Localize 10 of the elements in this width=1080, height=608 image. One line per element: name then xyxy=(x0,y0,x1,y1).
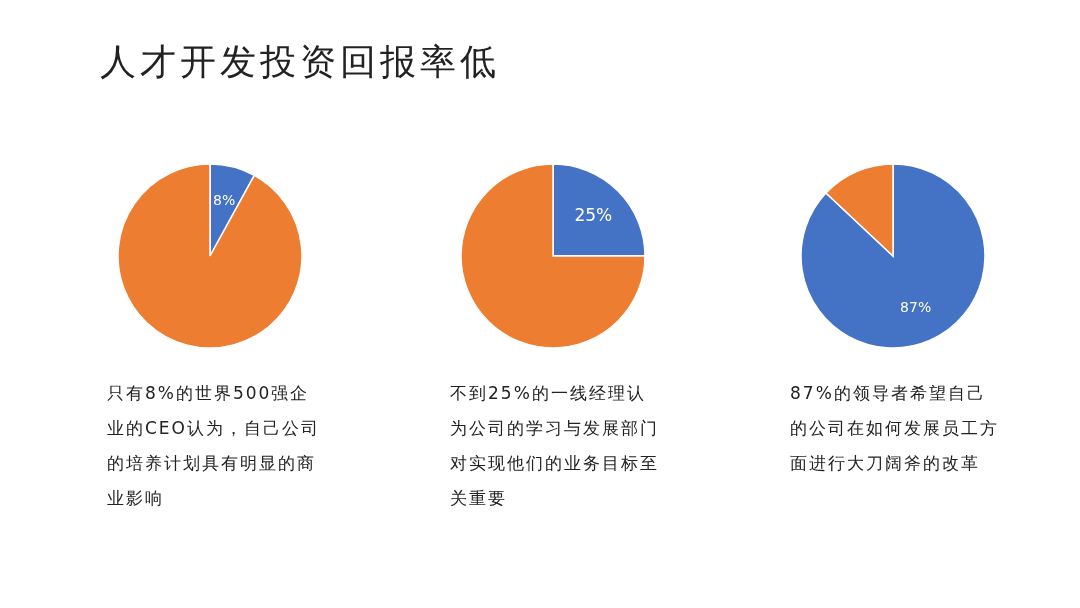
pie-slice xyxy=(800,163,986,349)
chart-title: 人才开发投资回报率低 xyxy=(100,40,500,84)
pie-slice xyxy=(460,163,646,349)
data-label: 87% xyxy=(900,299,932,316)
text: 87%的领导者希望自己的公司在如何发展员工方面进行大刀阔斧的改革 xyxy=(790,382,1000,475)
pie-slice xyxy=(117,163,303,349)
text: 不到25%的一线经理认为公司的学习与发展部门对实现他们的业务目标至关重要 xyxy=(450,382,660,510)
data-label: 25% xyxy=(574,204,613,225)
text: 只有8%的世界500强企业的CEO认为，自己公司的培养计划具有明显的商业影响 xyxy=(107,382,321,510)
data-label: 8% xyxy=(213,191,236,208)
